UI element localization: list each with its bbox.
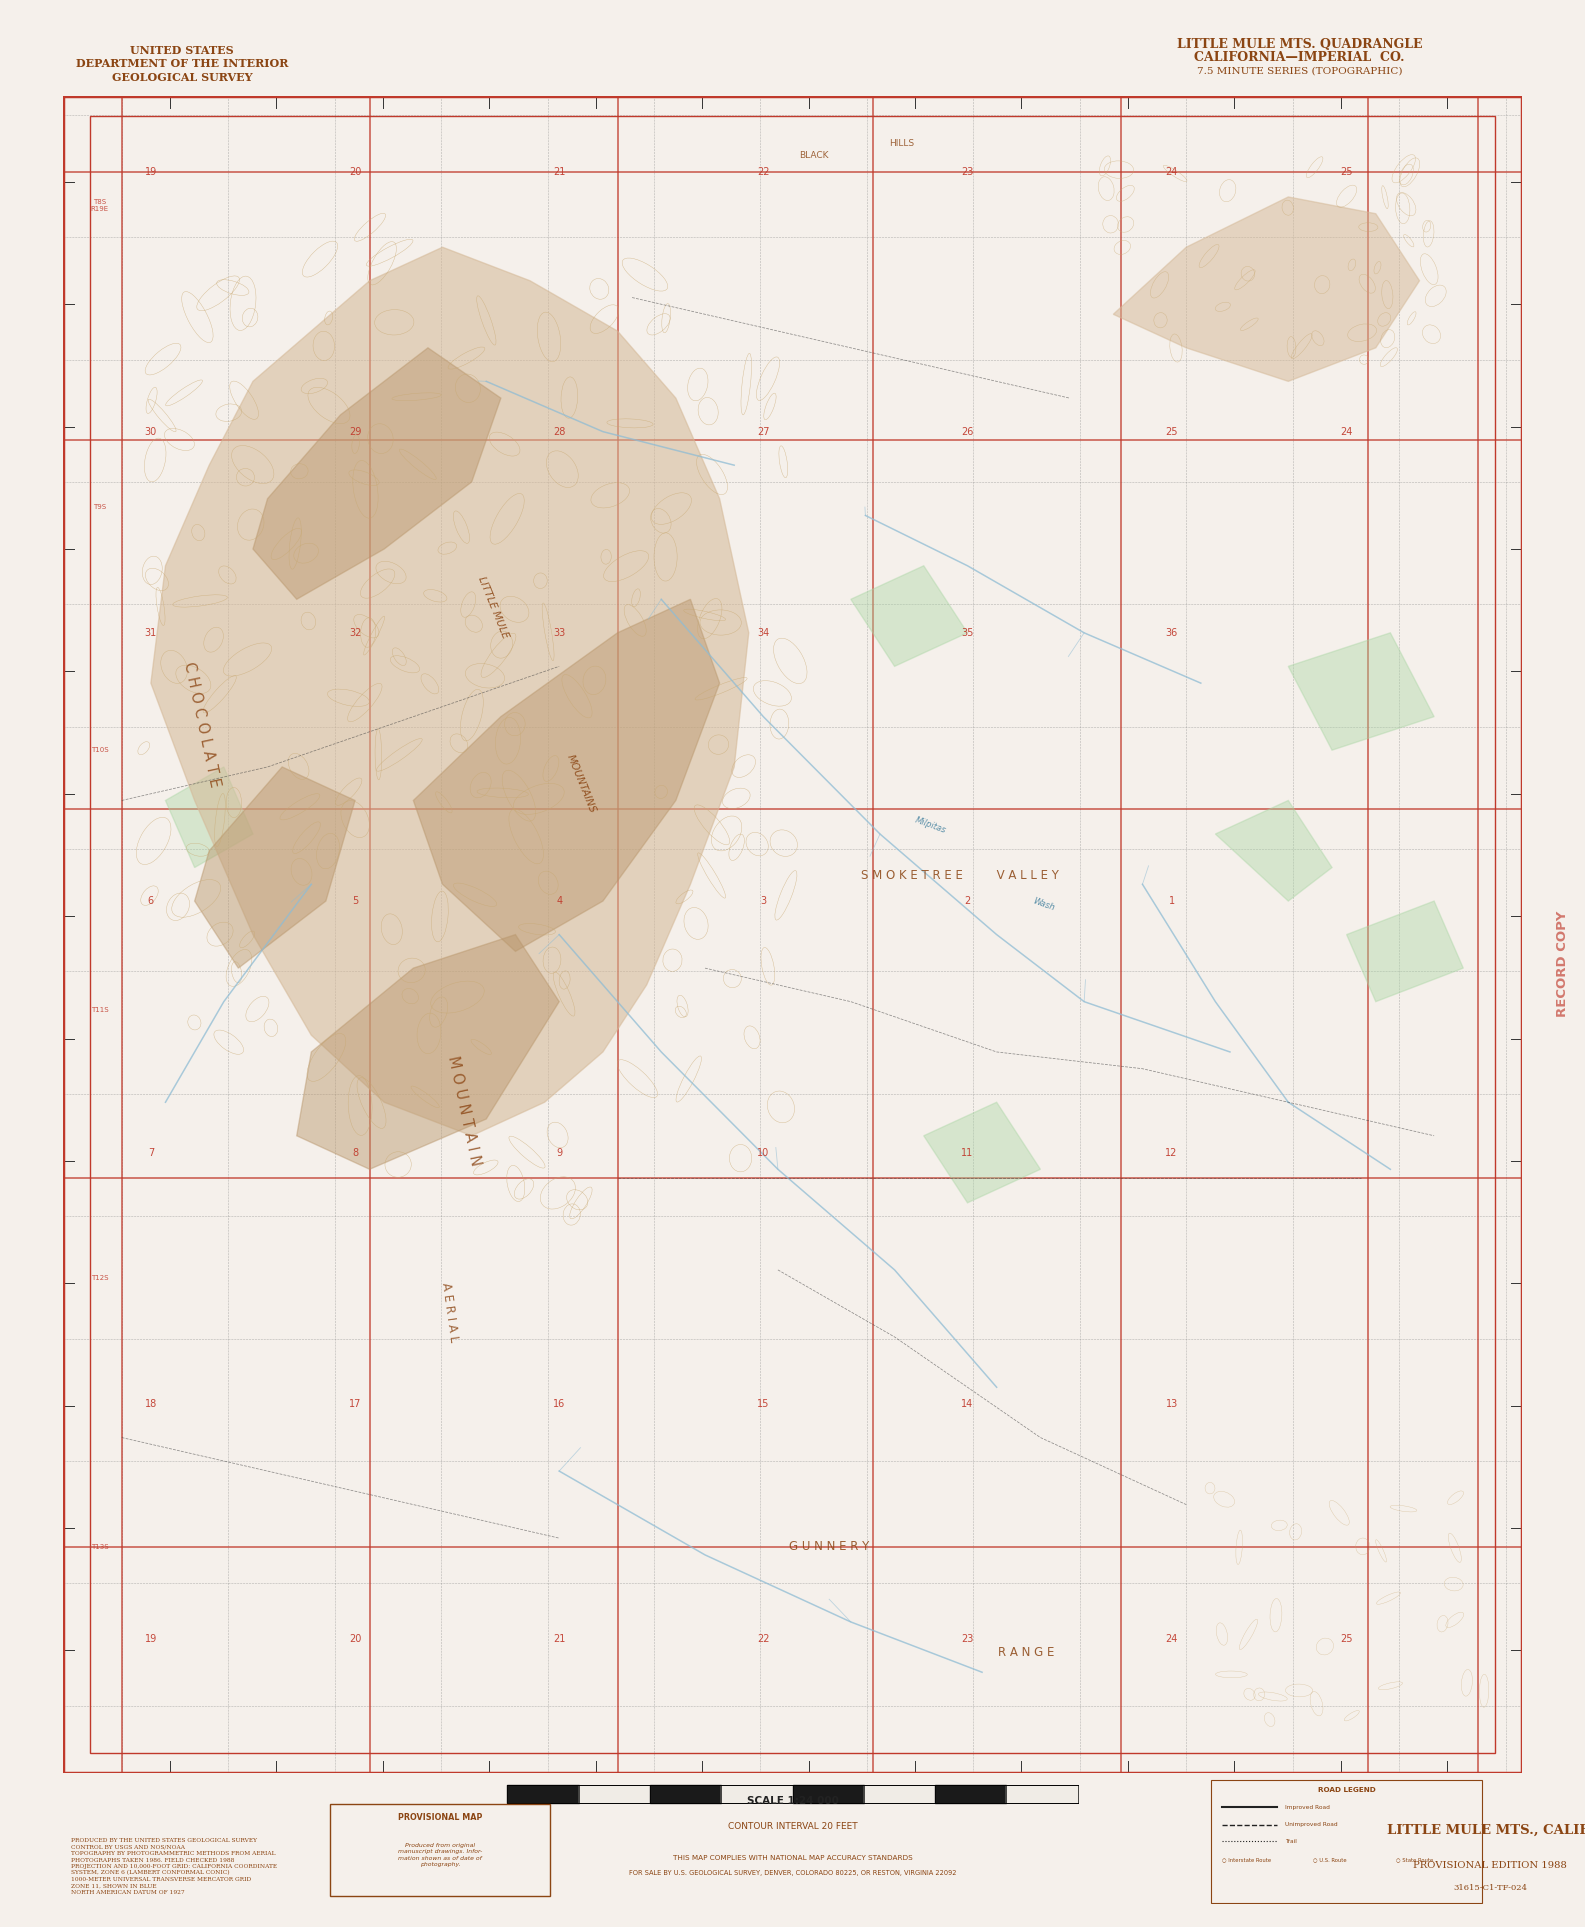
Text: Produced from original
manuscript drawings. Infor-
mation shown as of date of
ph: Produced from original manuscript drawin…: [398, 1842, 482, 1867]
Text: G U N N E R Y: G U N N E R Y: [789, 1540, 869, 1553]
Text: C H O C O L A T E: C H O C O L A T E: [181, 661, 222, 788]
Polygon shape: [924, 1102, 1040, 1202]
Text: M O U N T A I N: M O U N T A I N: [445, 1054, 483, 1168]
Text: HILLS: HILLS: [889, 139, 915, 148]
Text: 9: 9: [556, 1148, 563, 1158]
Text: 15: 15: [758, 1399, 770, 1409]
Text: Unimproved Road: Unimproved Road: [1285, 1823, 1338, 1827]
Text: 24: 24: [1165, 1634, 1178, 1644]
Text: 21: 21: [553, 1634, 566, 1644]
Text: 28: 28: [553, 426, 566, 437]
Text: ○ U.S. Route: ○ U.S. Route: [1312, 1858, 1347, 1863]
Text: 21: 21: [553, 168, 566, 177]
Text: 19: 19: [144, 168, 157, 177]
Text: 14: 14: [962, 1399, 973, 1409]
Text: 24: 24: [1341, 426, 1354, 437]
Text: 11: 11: [962, 1148, 973, 1158]
Text: Wash: Wash: [1032, 896, 1056, 913]
Text: ROAD LEGEND: ROAD LEGEND: [1317, 1786, 1376, 1792]
Text: 5: 5: [352, 896, 358, 906]
Text: DEPARTMENT OF THE INTERIOR: DEPARTMENT OF THE INTERIOR: [76, 58, 288, 69]
Polygon shape: [195, 767, 355, 967]
Text: A E R I A L: A E R I A L: [439, 1281, 461, 1343]
Text: 19: 19: [144, 1634, 157, 1644]
Text: 35: 35: [961, 628, 973, 638]
Text: T9S: T9S: [94, 505, 106, 511]
Text: MOUNTAINS: MOUNTAINS: [564, 753, 598, 815]
Text: Milpitas: Milpitas: [915, 815, 948, 836]
Text: 23: 23: [961, 168, 973, 177]
Text: T10S: T10S: [90, 748, 109, 753]
Text: PROVISIONAL MAP: PROVISIONAL MAP: [398, 1813, 482, 1823]
Text: 33: 33: [553, 628, 566, 638]
Text: T8S
R19E: T8S R19E: [90, 198, 109, 212]
Polygon shape: [151, 247, 748, 1135]
Text: 24: 24: [1165, 168, 1178, 177]
Text: 25: 25: [1165, 426, 1178, 437]
Text: SCALE 1:24 000: SCALE 1:24 000: [747, 1796, 838, 1806]
Text: 20: 20: [349, 168, 361, 177]
Text: 3: 3: [761, 896, 767, 906]
Text: ○ Interstate Route: ○ Interstate Route: [1222, 1858, 1271, 1863]
Polygon shape: [851, 567, 967, 667]
Text: 23: 23: [961, 1634, 973, 1644]
Polygon shape: [296, 935, 560, 1170]
Text: 31: 31: [144, 628, 157, 638]
Text: 17: 17: [349, 1399, 361, 1409]
Text: 26: 26: [961, 426, 973, 437]
Text: 8: 8: [352, 1148, 358, 1158]
Text: 10: 10: [758, 1148, 769, 1158]
Text: BLACK: BLACK: [799, 150, 829, 160]
Text: 1: 1: [1168, 896, 1174, 906]
Text: 25: 25: [1341, 168, 1354, 177]
Polygon shape: [1216, 800, 1331, 902]
Text: T12S: T12S: [90, 1276, 109, 1281]
Text: PROVISIONAL EDITION 1988: PROVISIONAL EDITION 1988: [1412, 1861, 1568, 1869]
Text: LITTLE MULE MTS., CALIF.: LITTLE MULE MTS., CALIF.: [1387, 1825, 1585, 1836]
Text: Trail: Trail: [1285, 1838, 1297, 1844]
Text: THIS MAP COMPLIES WITH NATIONAL MAP ACCURACY STANDARDS: THIS MAP COMPLIES WITH NATIONAL MAP ACCU…: [672, 1854, 913, 1861]
Text: 12: 12: [1165, 1148, 1178, 1158]
Polygon shape: [1347, 902, 1463, 1002]
Polygon shape: [1289, 632, 1434, 750]
Text: GEOLOGICAL SURVEY: GEOLOGICAL SURVEY: [113, 71, 252, 83]
Text: Improved Road: Improved Road: [1285, 1806, 1330, 1809]
Text: 29: 29: [349, 426, 361, 437]
Text: 25: 25: [1341, 1634, 1354, 1644]
Text: FOR SALE BY U.S. GEOLOGICAL SURVEY, DENVER, COLORADO 80225, OR RESTON, VIRGINIA : FOR SALE BY U.S. GEOLOGICAL SURVEY, DENV…: [629, 1869, 956, 1877]
Text: 20: 20: [349, 1634, 361, 1644]
Text: ○ State Route: ○ State Route: [1396, 1858, 1434, 1863]
Polygon shape: [254, 349, 501, 599]
Text: 34: 34: [758, 628, 769, 638]
Text: 22: 22: [758, 168, 770, 177]
Text: 18: 18: [144, 1399, 157, 1409]
Polygon shape: [1113, 197, 1420, 382]
Text: 4: 4: [556, 896, 563, 906]
Text: RECORD COPY: RECORD COPY: [1556, 910, 1569, 1017]
Text: R A N G E: R A N G E: [997, 1646, 1054, 1659]
Text: 22: 22: [758, 1634, 770, 1644]
Text: CONTOUR INTERVAL 20 FEET: CONTOUR INTERVAL 20 FEET: [728, 1823, 857, 1831]
Text: 7.5 MINUTE SERIES (TOPOGRAPHIC): 7.5 MINUTE SERIES (TOPOGRAPHIC): [1197, 67, 1403, 75]
Text: 6: 6: [147, 896, 154, 906]
Text: PRODUCED BY THE UNITED STATES GEOLOGICAL SURVEY
CONTROL BY USGS AND NOS/NOAA
TOP: PRODUCED BY THE UNITED STATES GEOLOGICAL…: [71, 1838, 277, 1894]
Polygon shape: [414, 599, 720, 952]
Text: T11S: T11S: [90, 1008, 109, 1014]
Text: 13: 13: [1165, 1399, 1178, 1409]
Text: S M O K E T R E E         V A L L E Y: S M O K E T R E E V A L L E Y: [861, 869, 1059, 883]
Text: 27: 27: [758, 426, 770, 437]
Text: 31615-C1-TF-024: 31615-C1-TF-024: [1453, 1885, 1526, 1892]
Polygon shape: [165, 767, 254, 867]
Text: 16: 16: [553, 1399, 566, 1409]
Text: LITTLE MULE: LITTLE MULE: [477, 576, 510, 640]
Text: 7: 7: [147, 1148, 154, 1158]
Text: CALIFORNIA—IMPERIAL  CO.: CALIFORNIA—IMPERIAL CO.: [1195, 52, 1404, 64]
Text: 32: 32: [349, 628, 361, 638]
Text: 2: 2: [964, 896, 970, 906]
Text: LITTLE MULE MTS. QUADRANGLE: LITTLE MULE MTS. QUADRANGLE: [1178, 39, 1422, 50]
Text: UNITED STATES: UNITED STATES: [130, 44, 235, 56]
Text: 30: 30: [144, 426, 157, 437]
Text: 36: 36: [1165, 628, 1178, 638]
Text: T13S: T13S: [90, 1544, 109, 1549]
